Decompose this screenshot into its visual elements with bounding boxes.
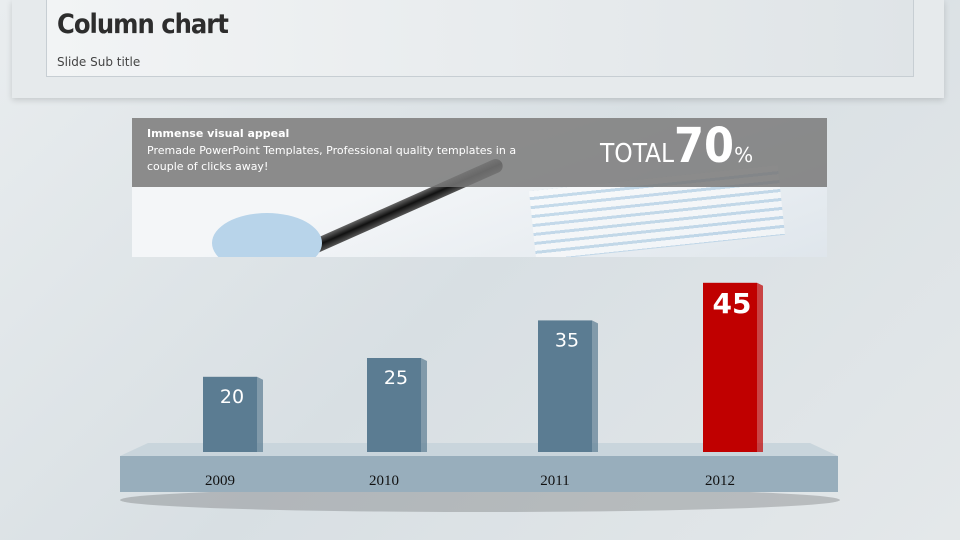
x-tick-label: 2009 <box>205 473 235 489</box>
title: Column chart <box>57 9 229 40</box>
header-panel <box>46 0 914 77</box>
bar-side <box>257 376 263 452</box>
platform-front <box>120 456 838 492</box>
platform-top <box>120 443 838 456</box>
platform-shadow <box>120 488 840 512</box>
banner-text: Premade PowerPoint Templates, Profession… <box>147 144 517 173</box>
value-label: 20 <box>220 386 244 408</box>
total-value: 70 <box>673 118 735 174</box>
value-label: 35 <box>555 329 579 351</box>
value-label: 45 <box>713 287 752 320</box>
x-tick-label: 2010 <box>369 473 399 489</box>
x-tick-label: 2012 <box>705 473 735 489</box>
value-label: 25 <box>384 367 408 389</box>
subtitle: Slide Sub title <box>57 55 141 69</box>
bar <box>703 282 757 452</box>
bar <box>367 358 421 452</box>
banner-heading: Immense visual appeal <box>147 127 290 140</box>
bar-side <box>757 282 763 452</box>
x-tick-label: 2011 <box>540 473 569 489</box>
bar <box>538 320 592 452</box>
banner-band <box>132 118 827 187</box>
pie-shape <box>212 213 322 257</box>
total: TOTAL 70 % <box>600 118 753 178</box>
total-unit: % <box>734 143 754 167</box>
bar-side <box>421 358 427 452</box>
bar <box>203 376 257 452</box>
bar-side <box>592 320 598 452</box>
total-label: TOTAL <box>600 139 674 169</box>
